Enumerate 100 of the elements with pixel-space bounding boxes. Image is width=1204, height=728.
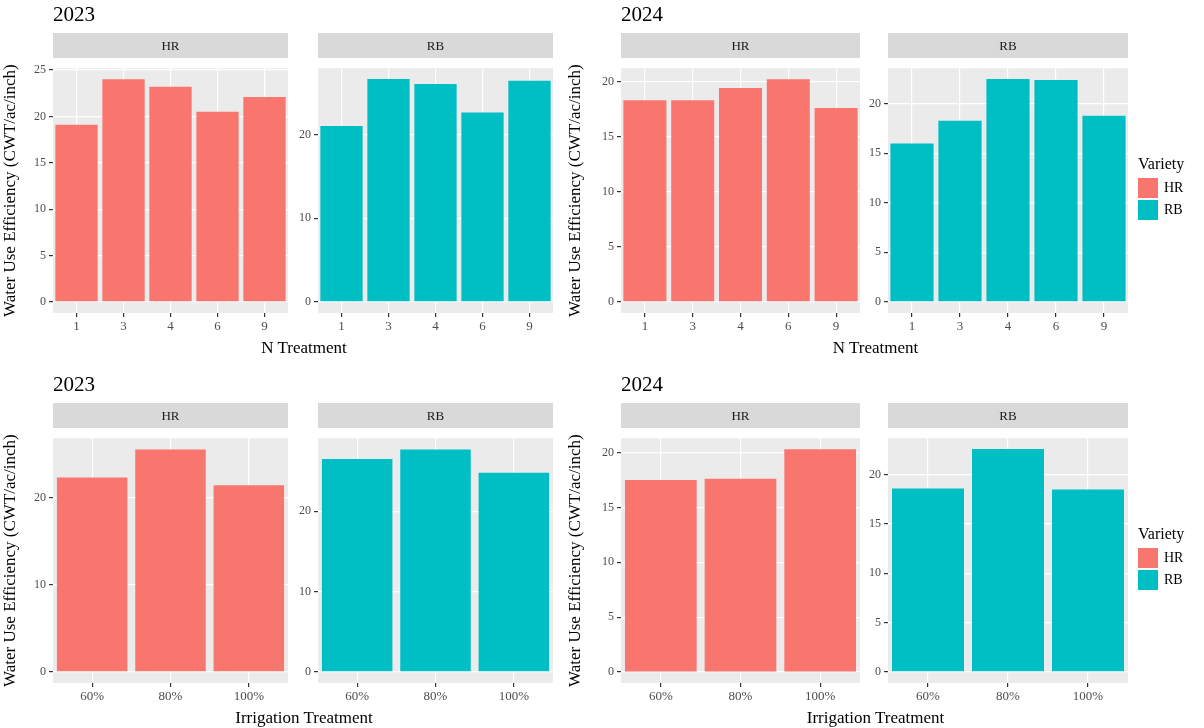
bar — [718, 88, 763, 302]
bar — [623, 100, 667, 302]
x-tick-label: 6 — [1052, 318, 1060, 334]
y-tick-label: 25 — [34, 62, 46, 77]
x-tick-label: 6 — [785, 318, 793, 334]
x-tick-label: 9 — [832, 318, 840, 334]
bar — [890, 143, 934, 302]
legend-label: RB — [1164, 572, 1183, 588]
y-tick-label: 5 — [608, 609, 614, 624]
x-tick-label: 100% — [233, 688, 265, 704]
x-tick-label: 100% — [498, 688, 530, 704]
bar — [704, 478, 777, 672]
x-axis-title: Irrigation Treatment — [234, 708, 374, 728]
y-tick-label: 0 — [305, 294, 311, 309]
y-tick-label: 10 — [869, 565, 881, 580]
bar — [321, 459, 393, 672]
y-tick-label: 20 — [34, 108, 46, 123]
bar — [196, 111, 239, 302]
chart-subtitle: RB — [318, 403, 553, 428]
bar — [986, 79, 1030, 302]
bar — [784, 449, 857, 672]
x-tick-label: 3 — [689, 318, 696, 334]
y-tick-label: 0 — [40, 664, 46, 678]
y-tick-label: 10 — [602, 183, 614, 198]
bar — [1052, 489, 1124, 672]
bar — [243, 96, 286, 302]
y-tick-label: 15 — [602, 128, 614, 143]
y-tick-label: 20 — [602, 444, 614, 459]
bar — [56, 477, 128, 672]
x-tick-label: 1 — [73, 318, 80, 334]
legend-label: RB — [1164, 202, 1183, 218]
bar — [102, 79, 145, 302]
chart-subtitle: HR — [621, 403, 860, 428]
bar — [400, 449, 471, 672]
legend-label: HR — [1164, 180, 1184, 196]
y-tick-label: 15 — [34, 154, 46, 169]
bar — [367, 79, 410, 302]
y-tick-label: 5 — [40, 247, 46, 262]
x-tick-label: 1 — [641, 318, 649, 334]
y-tick-label: 5 — [875, 244, 881, 259]
y-axis-title: Water Use Efficiency (CWT/ac/inch) — [0, 64, 19, 317]
bar — [55, 124, 98, 302]
chart-title: 2023 — [53, 2, 95, 27]
y-tick-label: 20 — [869, 95, 881, 110]
bar — [1082, 115, 1126, 302]
y-tick-label: 10 — [299, 210, 311, 225]
x-tick-label: 100% — [1072, 688, 1104, 704]
x-tick-label: 80% — [728, 688, 753, 704]
y-tick-label: 0 — [608, 664, 614, 679]
y-tick-label: 20 — [602, 73, 614, 88]
bar — [972, 449, 1044, 672]
y-tick-label: 0 — [40, 294, 46, 309]
chart-title: 2024 — [621, 2, 663, 27]
x-tick-label: 3 — [385, 318, 392, 334]
x-tick-label: 1 — [338, 318, 345, 334]
bar — [671, 100, 715, 302]
x-tick-label: 4 — [1004, 318, 1012, 334]
bar — [414, 84, 457, 302]
bar — [135, 449, 206, 672]
y-tick-label: 5 — [875, 614, 881, 629]
y-tick-label: 15 — [602, 499, 614, 514]
bar — [478, 472, 550, 672]
y-tick-label: 20 — [299, 126, 311, 141]
bar — [892, 488, 964, 672]
x-tick-label: 3 — [956, 318, 964, 334]
chart-subtitle: RB — [888, 403, 1128, 428]
y-tick-label: 15 — [869, 145, 881, 160]
x-tick-label: 9 — [1100, 318, 1108, 334]
bar — [461, 112, 504, 302]
x-tick-label: 80% — [423, 688, 448, 704]
y-axis-title: Water Use Efficiency (CWT/ac/inch) — [564, 64, 584, 317]
chart-subtitle: RB — [318, 33, 553, 58]
bar — [149, 86, 192, 302]
x-tick-label: 4 — [167, 318, 175, 334]
x-axis-title: Irrigation Treatment — [805, 708, 946, 728]
chart-title: 2023 — [53, 372, 95, 397]
chart-subtitle: HR — [53, 403, 288, 428]
x-tick-label: 4 — [432, 318, 440, 334]
x-tick-label: 6 — [479, 318, 487, 334]
y-tick-label: 10 — [34, 576, 46, 591]
y-tick-label: 10 — [299, 583, 311, 598]
x-tick-label: 60% — [80, 688, 105, 704]
bar — [213, 485, 285, 672]
x-tick-label: 100% — [804, 688, 836, 704]
y-tick-label: 10 — [602, 554, 614, 569]
x-tick-label: 4 — [737, 318, 745, 334]
bar — [508, 80, 551, 302]
y-axis-title: Water Use Efficiency (CWT/ac/inch) — [0, 434, 19, 687]
x-tick-label: 60% — [916, 688, 941, 704]
bar — [624, 479, 697, 672]
y-tick-label: 20 — [869, 466, 881, 481]
x-tick-label: 80% — [996, 688, 1021, 704]
bar — [766, 79, 810, 302]
legend-title: Variety — [1138, 525, 1185, 543]
bar — [1034, 80, 1078, 302]
y-axis-title: Water Use Efficiency (CWT/ac/inch) — [564, 434, 584, 687]
x-tick-label: 1 — [908, 318, 916, 334]
chart-title: 2024 — [621, 372, 663, 397]
y-tick-label: 15 — [869, 516, 881, 531]
x-tick-label: 80% — [158, 688, 183, 704]
